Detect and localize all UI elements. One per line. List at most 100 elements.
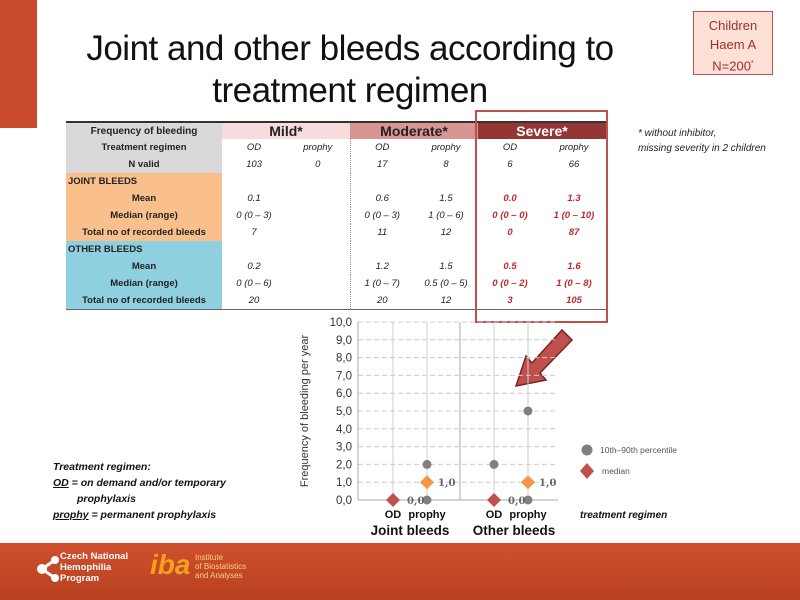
table-cell: 0.2 [247,261,261,272]
table-row: Total no of recorded bleeds 7 11 12 0 87 [66,224,606,241]
table-cell: 66 [568,159,580,170]
table-cell: 87 [568,227,580,238]
table-cell: 20 [349,292,414,309]
footnote: * without inhibitor, missing severity in … [638,126,766,156]
median-label: 1,0 [438,478,455,489]
table-cell [286,292,350,309]
median-point [521,475,535,490]
table-cell: 0 [507,227,513,238]
od-key: OD [53,477,69,489]
table-cell: 1.6 [567,261,581,272]
footnote-line: * without inhibitor, [638,128,717,139]
y-tick-label: 3,0 [336,442,352,454]
table-row: Median (range) 0 (0 – 6) 1 (0 – 7) 0.5 (0 –… [66,275,606,292]
bleeding-table: Frequency of bleeding Mild* Moderate* Se… [66,121,606,310]
row-label: Mean [66,190,222,207]
y-tick-label: 1,0 [336,477,352,489]
table-cell [286,275,350,292]
treatment-title: Treatment regimen: [53,461,151,473]
org2-text: Institute of Biostatistics and Analyses [195,553,246,580]
table-cell: 0 (0 – 6) [236,278,272,289]
section-joint-bleeds: JOINT BLEEDS [66,173,222,190]
table-cell [286,207,350,224]
table-cell: 12 [440,227,452,238]
hemophilia-logo-icon [37,556,59,582]
table-row: Mean 0.2 1.2 1.5 0.5 1.6 [66,258,606,275]
legend-median-label: median [602,466,630,476]
row-label: Treatment regimen [66,139,222,156]
row-label: N valid [66,156,222,173]
cohort-box: Children Haem A N=200* [693,11,773,75]
x-category-label: OD [385,509,402,521]
table-cell: 0.1 [247,193,261,204]
table-cell: 20 [248,294,260,306]
table-cell [286,224,350,241]
table-row: Mean 0.1 0.6 1.5 0.0 1.3 [66,190,606,207]
table-row: N valid 103 0 17 8 6 66 [66,156,606,173]
org2-line: of Biostatistics [195,562,247,571]
table-cell: prophy [559,142,589,153]
od-text: = on demand and/or temporary [68,477,226,489]
prophy-key: prophy [53,509,89,521]
percentile-point [422,495,432,505]
x-category-label: prophy [408,509,446,521]
y-tick-label: 4,0 [336,424,352,436]
cohort-n: N=200 [712,58,751,74]
cohort-line: Haem A [709,37,757,52]
org2-line: and Analyses [195,571,243,580]
treatment-legend: Treatment regimen: OD = on demand and/or… [53,459,226,523]
median-point [386,493,400,507]
group-label: Joint bleeds [371,523,450,538]
header-severe: Severe* [478,122,606,139]
accent-strip [0,0,37,128]
od-text-2: prophylaxis [77,493,136,505]
table-cell [286,258,350,275]
table-cell: 17 [349,156,414,173]
table-cell: 0.5 (0 – 5) [424,278,468,289]
table-cell [286,190,350,207]
x-category-label: OD [486,509,503,521]
table-cell: 8 [443,159,449,170]
table-cell: 7 [251,227,257,238]
row-label: Total no of recorded bleeds [66,292,222,309]
cohort-line: Children [708,18,758,33]
iba-logo: iba [150,549,191,580]
percentile-point [422,459,432,469]
table-cell: 6 [507,159,513,170]
percentile-point [523,406,533,416]
median-point [487,493,501,507]
y-tick-label: 8,0 [336,353,352,365]
bleeding-frequency-chart: 0,0 1,0 2,0 3,0 4,0 5,0 6,0 7,0 8,0 9,0 10,0 Freque… [299,317,677,538]
table-cell: prophy [303,142,333,153]
table-cell: 0 (0 – 2) [492,278,528,289]
footer: Czech National Hemophilia Program iba Inst… [0,543,800,600]
table-cell: OD [349,139,414,156]
row-label: Total no of recorded bleeds [66,224,222,241]
median-label: 0,0 [407,496,424,507]
section-other-bleeds: OTHER BLEEDS [66,241,222,258]
x-axis-label: treatment regimen [580,510,667,521]
header-mild: Mild* [222,122,350,139]
table-row: Total no of recorded bleeds 20 20 12 3 105 [66,292,606,309]
header-moderate: Moderate* [350,122,478,139]
footnote-line: missing severity in 2 children [638,143,766,154]
table-cell: 0.6 [349,190,414,207]
org2-line: Institute [195,553,224,562]
org1-line: Program [60,573,100,584]
table-row: Median (range) 0 (0 – 3) 0 (0 – 3) 1 (0 – 6… [66,207,606,224]
table-cell: 103 [246,159,262,170]
y-tick-label: 6,0 [336,388,352,400]
median-point [420,475,434,490]
title-line-1: Joint and other bleeds according to [86,29,614,68]
y-tick-label: 7,0 [336,370,352,382]
median-label: 0,0 [508,496,525,507]
table-cell: 3 [507,294,513,306]
table-cell: 1.3 [567,193,581,204]
table-row: OTHER BLEEDS [66,241,606,258]
table-cell: 0.0 [503,193,517,204]
row-label: Mean [66,258,222,275]
table-cell: 1.5 [439,261,453,272]
header-label: Frequency of bleeding [66,122,222,139]
table-cell: OD [502,142,518,153]
row-label: Median (range) [66,275,222,292]
